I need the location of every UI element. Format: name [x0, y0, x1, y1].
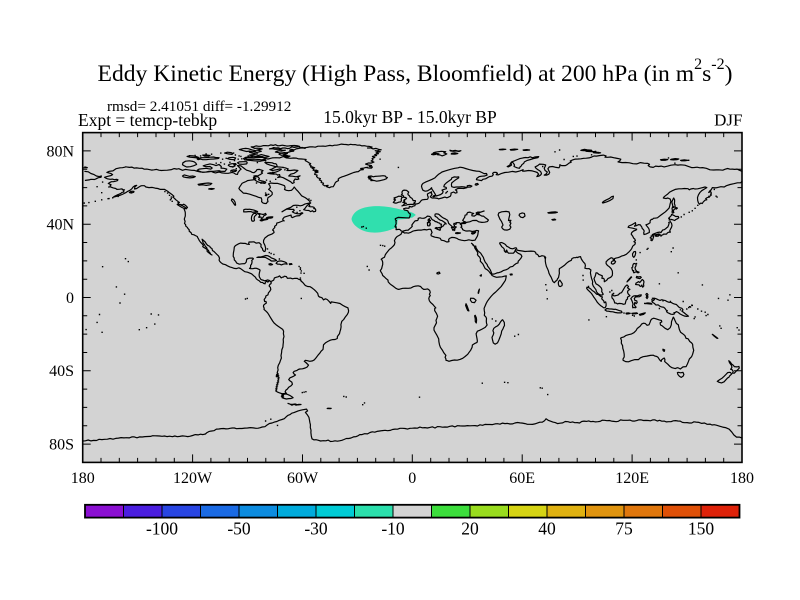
svg-text:60E: 60E — [509, 470, 535, 487]
svg-text:rmsd= 2.41051 diff= -1.29912: rmsd= 2.41051 diff= -1.29912 — [107, 98, 291, 115]
svg-text:180: 180 — [730, 470, 754, 487]
svg-text:Eddy Kinetic Energy (High Pass: Eddy Kinetic Energy (High Pass, Bloomfie… — [98, 56, 733, 87]
svg-text:Expt = temcp-tebkp: Expt = temcp-tebkp — [78, 110, 217, 130]
svg-text:120E: 120E — [615, 470, 649, 487]
svg-text:0: 0 — [408, 470, 416, 487]
svg-text:120W: 120W — [173, 470, 213, 487]
svg-text:20: 20 — [461, 519, 479, 539]
svg-text:40: 40 — [538, 519, 556, 539]
svg-text:80N: 80N — [46, 143, 74, 160]
svg-text:0: 0 — [66, 290, 74, 307]
svg-text:75: 75 — [615, 519, 633, 539]
svg-text:80S: 80S — [49, 437, 74, 454]
svg-text:40S: 40S — [49, 363, 74, 380]
svg-text:-100: -100 — [146, 519, 178, 539]
svg-text:40N: 40N — [46, 217, 74, 234]
svg-text:-30: -30 — [304, 519, 328, 539]
svg-text:-10: -10 — [381, 519, 405, 539]
svg-text:150: 150 — [688, 519, 715, 539]
svg-text:180: 180 — [71, 470, 95, 487]
svg-text:60W: 60W — [287, 470, 319, 487]
svg-text:-50: -50 — [227, 519, 251, 539]
svg-text:15.0kyr BP - 15.0kyr BP: 15.0kyr BP - 15.0kyr BP — [323, 107, 497, 127]
svg-text:DJF: DJF — [714, 111, 742, 130]
